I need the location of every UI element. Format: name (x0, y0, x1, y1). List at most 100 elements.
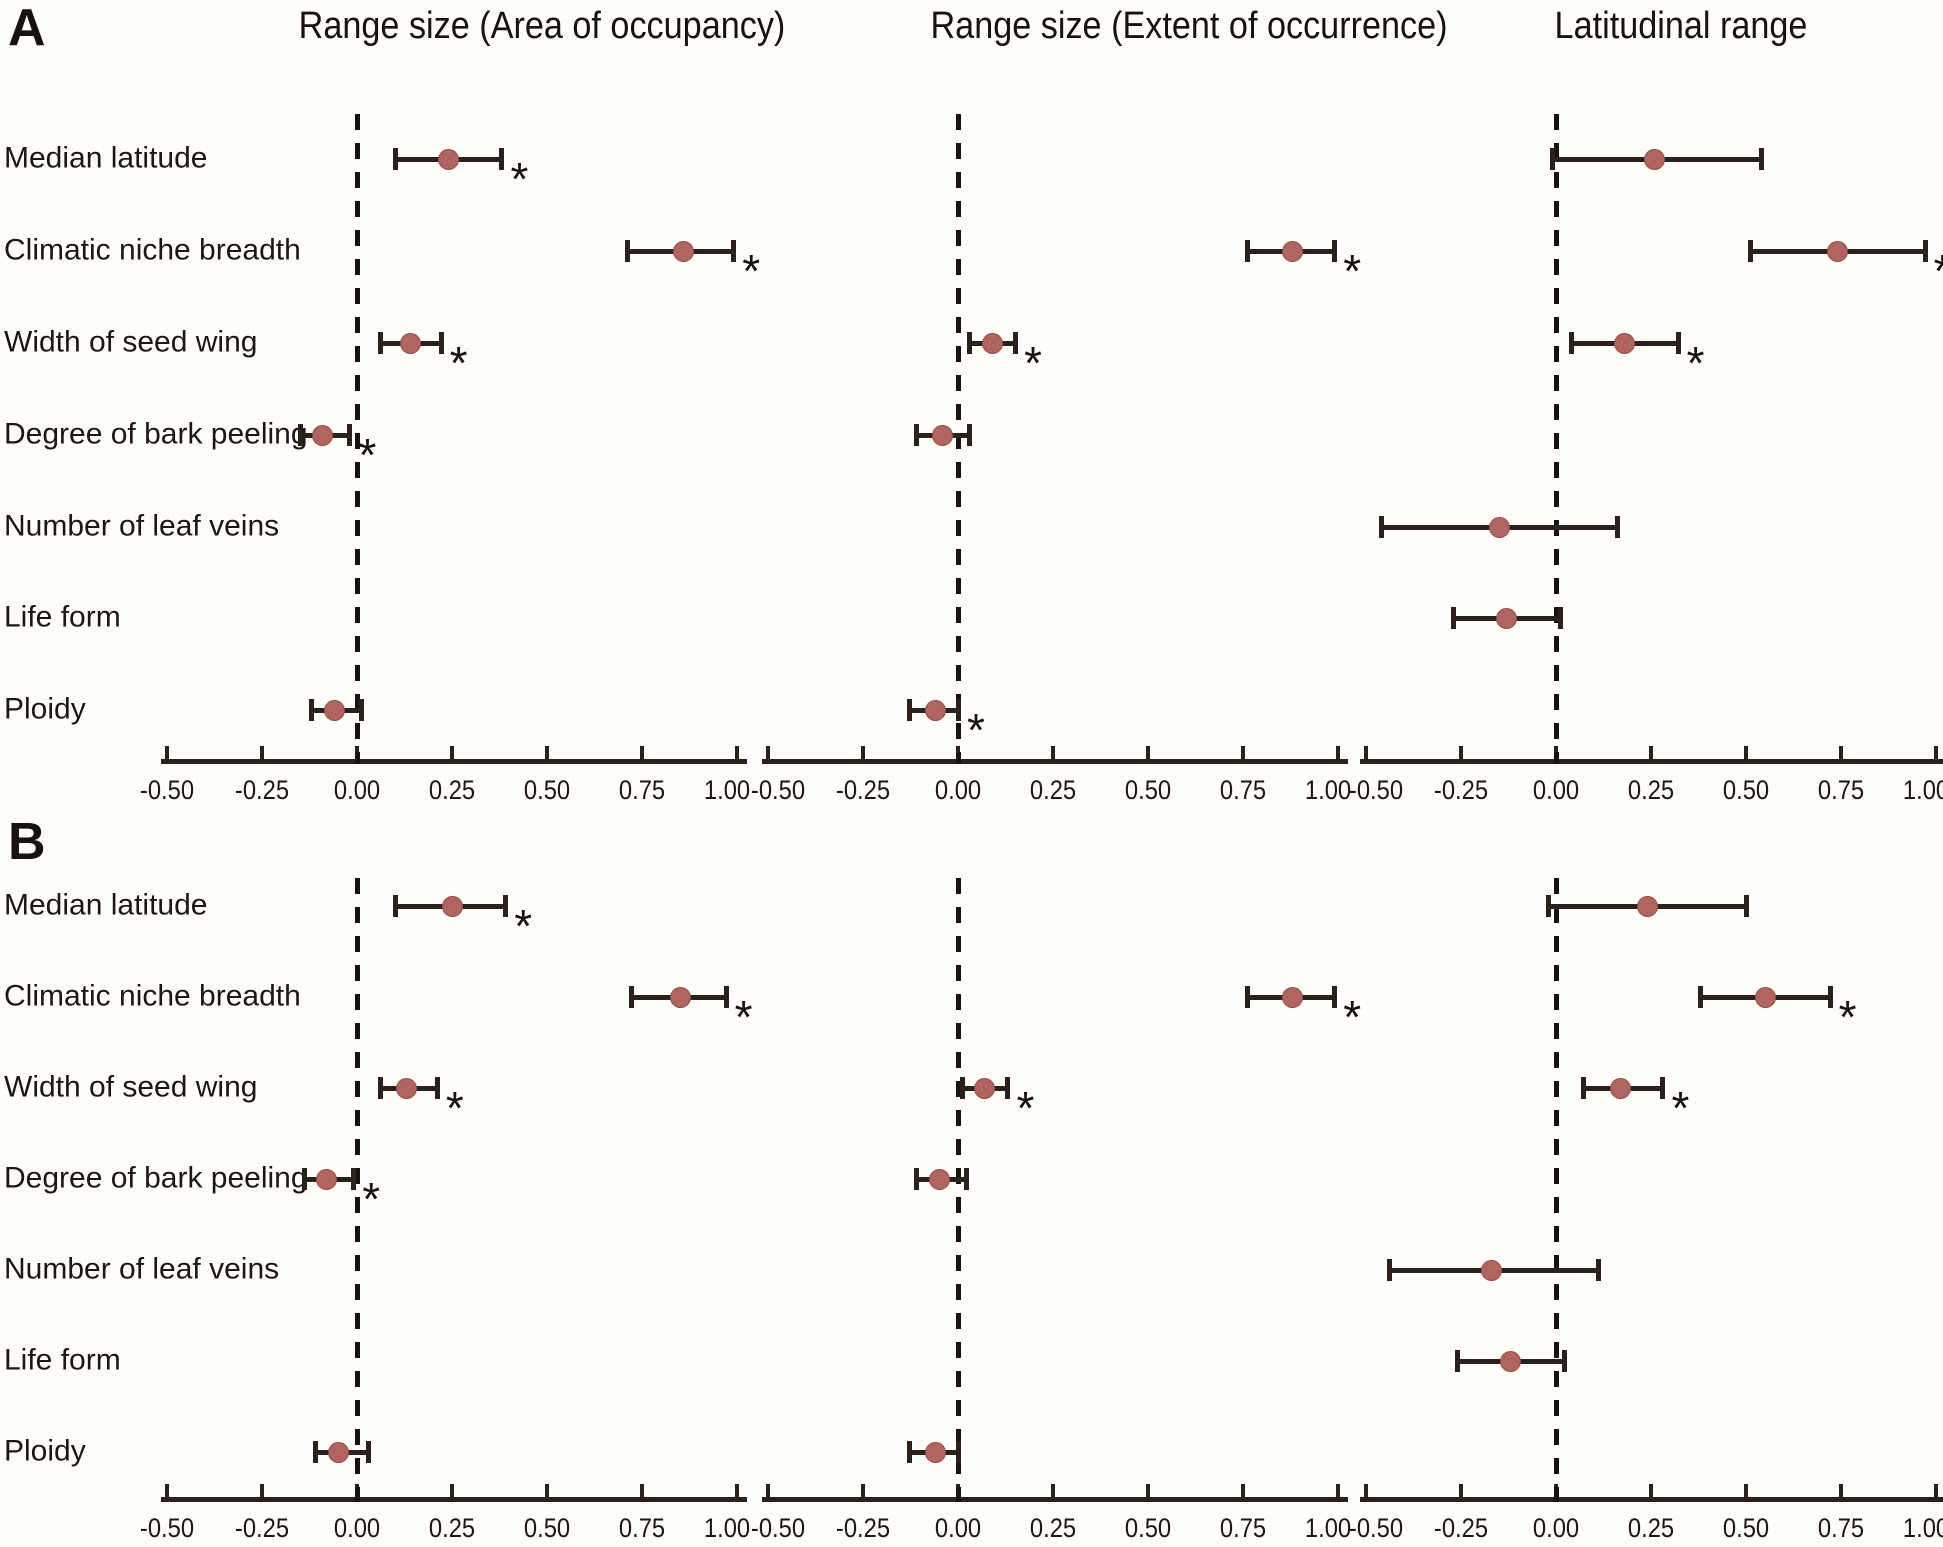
x-axis-tick (1744, 1484, 1748, 1497)
x-axis-tick-label: -0.50 (139, 775, 195, 805)
estimate-point (981, 332, 1003, 354)
ci-cap-low (1698, 986, 1704, 1008)
ci-cap-low (906, 699, 912, 721)
ci-cap-low (313, 1441, 319, 1463)
estimate-point (928, 1168, 950, 1190)
x-axis-tick-label: 0.50 (1722, 1513, 1770, 1543)
ci-cap-high (358, 699, 364, 721)
row-label: Ploidy (4, 1434, 86, 1468)
ci-cap-low (1550, 148, 1556, 170)
significance-asterisk: * (1686, 337, 1705, 389)
significance-asterisk: * (514, 900, 533, 952)
x-axis-tick (1336, 1484, 1340, 1497)
x-axis-tick-label: -0.25 (835, 1513, 891, 1543)
ci-cap-low (914, 424, 920, 446)
x-axis-tick (1839, 746, 1843, 759)
ci-cap-low (628, 986, 634, 1008)
x-axis-tick (1649, 1484, 1653, 1497)
x-axis-tick (450, 1484, 454, 1497)
estimate-point (437, 148, 459, 170)
ci-cap-low (914, 1168, 920, 1190)
row-label: Degree of bark peeling (4, 417, 308, 451)
estimate-point (312, 424, 334, 446)
significance-asterisk: * (362, 1173, 381, 1225)
ci-cap-low (959, 1077, 965, 1099)
significance-asterisk: * (967, 704, 985, 756)
x-axis-tick (1051, 746, 1055, 759)
ci-cap-low (309, 699, 315, 721)
significance-asterisk: * (1016, 1082, 1035, 1134)
x-axis-tick (735, 746, 739, 759)
x-axis-tick (1459, 746, 1463, 759)
significance-asterisk: * (358, 429, 377, 481)
x-axis-tick (766, 746, 770, 759)
zero-reference-line (1553, 878, 1559, 1502)
row-label: Degree of bark peeling (4, 1161, 308, 1195)
estimate-point (1610, 1077, 1632, 1099)
ci-cap-high (1614, 516, 1620, 538)
zero-reference-line (955, 114, 961, 764)
x-axis-tick (260, 1484, 264, 1497)
x-axis-tick-label: 0.00 (1532, 775, 1580, 805)
ci-cap-high (351, 1168, 357, 1190)
x-axis-tick-label: 1.00 (1902, 775, 1943, 805)
x-axis-tick (861, 746, 865, 759)
x-axis-tick (1744, 746, 1748, 759)
plot-title-area-of-occupancy: Range size (Area of occupancy) (298, 5, 786, 47)
x-axis-tick (735, 1484, 739, 1497)
ci-cap-low (1747, 240, 1753, 262)
ci-cap-high (1013, 332, 1018, 354)
x-axis-tick-label: 0.25 (1029, 775, 1077, 805)
ci-cap-low (377, 332, 383, 354)
ci-cap-high (1332, 986, 1338, 1008)
ci-cap-low (906, 1441, 912, 1463)
x-axis-tick-label: 0.25 (1029, 1513, 1077, 1543)
x-axis-tick (1364, 746, 1368, 759)
ci-cap-high (1759, 148, 1765, 170)
x-axis-tick-label: -0.50 (750, 1513, 806, 1543)
ci-cap-low (624, 240, 630, 262)
significance-asterisk: * (1671, 1082, 1690, 1134)
estimate-point (673, 240, 695, 262)
x-axis-tick-label: -0.50 (139, 1513, 195, 1543)
x-axis-line (1360, 1497, 1943, 1502)
ci-cap-high (723, 986, 729, 1008)
x-axis-tick-label: 1.00 (1902, 1513, 1943, 1543)
significance-asterisk: * (1838, 991, 1857, 1043)
x-axis-tick (1241, 746, 1245, 759)
ci-cap-high (731, 240, 737, 262)
row-label: Width of seed wing (4, 325, 258, 359)
ci-cap-low (1386, 1259, 1392, 1281)
ci-cap-low (1580, 1077, 1586, 1099)
estimate-point (323, 699, 345, 721)
ci-cap-high (438, 332, 444, 354)
x-axis-tick-label: 1.00 (703, 775, 751, 805)
estimate-point (669, 986, 691, 1008)
row-label: Life form (4, 600, 121, 634)
x-axis-tick (766, 1484, 770, 1497)
x-axis-tick-label: 0.00 (1532, 1513, 1580, 1543)
ci-cap-low (1244, 986, 1250, 1008)
significance-asterisk: * (449, 337, 468, 389)
panel-letter-b: B (8, 813, 46, 871)
ci-cap-low (1379, 516, 1385, 538)
ci-cap-low (1451, 607, 1457, 629)
x-axis-tick (165, 746, 169, 759)
estimate-point (395, 1077, 417, 1099)
significance-asterisk: * (1024, 337, 1042, 389)
significance-asterisk: * (445, 1082, 464, 1134)
significance-asterisk: * (1343, 991, 1362, 1043)
x-axis-tick-label: 0.25 (1627, 1513, 1675, 1543)
estimate-point (1613, 332, 1635, 354)
x-axis-tick (1839, 1484, 1843, 1497)
x-axis-tick-label: 0.50 (523, 775, 571, 805)
x-axis-tick (1934, 746, 1938, 759)
x-axis-tick (861, 1484, 865, 1497)
row-label: Width of seed wing (4, 1070, 258, 1104)
x-axis-tick-label: 0.75 (1219, 775, 1267, 805)
ci-cap-low (393, 148, 398, 170)
ci-cap-low (298, 424, 303, 446)
zero-reference-line (354, 114, 360, 764)
zero-reference-line (955, 878, 961, 1502)
